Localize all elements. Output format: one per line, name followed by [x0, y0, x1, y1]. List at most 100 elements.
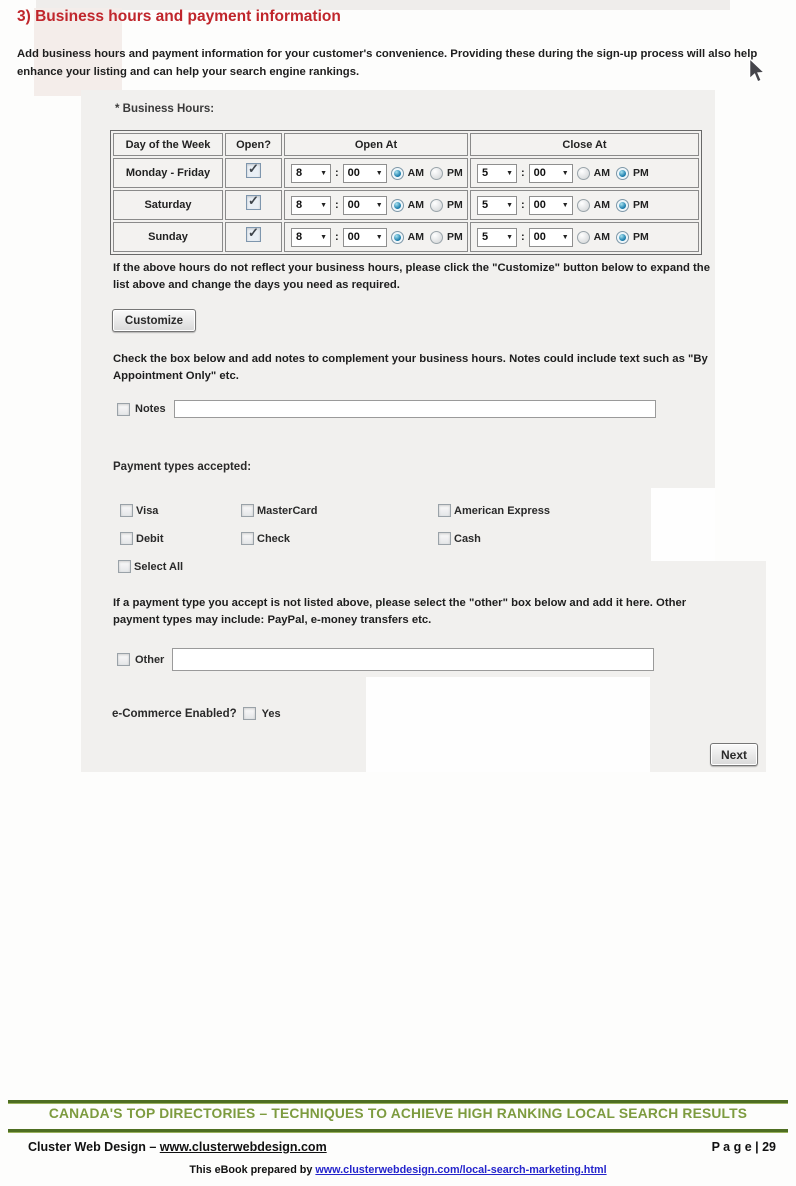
am-radio-label: AM [407, 231, 425, 243]
customize-paragraph: If the above hours do not reflect your b… [113, 262, 710, 291]
customize-button[interactable]: Customize [112, 309, 196, 332]
notes-checkbox[interactable] [117, 402, 130, 416]
payment-option-debit: Debit [120, 532, 164, 545]
chevron-down-icon: ▼ [320, 169, 327, 177]
close-am-radio[interactable] [576, 198, 590, 212]
chevron-down-icon: ▼ [506, 169, 513, 177]
pm-radio-label: PM [447, 167, 463, 179]
cash-checkbox[interactable] [438, 532, 451, 545]
other-input[interactable] [172, 648, 655, 671]
open-hour-value: 8 [296, 167, 303, 179]
footer-rule-top [8, 1100, 788, 1103]
open-minute-value: 00 [347, 199, 360, 211]
chevron-down-icon: ▼ [506, 233, 513, 241]
time-separator: : [335, 167, 339, 179]
hours-header-row: Day of the Week Open? Open At Close At [113, 133, 699, 156]
close-hour-value: 5 [482, 167, 489, 179]
next-button[interactable]: Next [710, 743, 758, 766]
american-express-checkbox[interactable] [438, 504, 451, 517]
open-am-radio[interactable] [390, 230, 404, 244]
chevron-down-icon: ▼ [561, 169, 569, 177]
chevron-down-icon: ▼ [320, 233, 327, 241]
section-heading: 3) Business hours and payment informatio… [17, 8, 341, 25]
time-separator: : [521, 199, 525, 211]
business-hours-label: * Business Hours: [115, 103, 215, 115]
open-hour-select[interactable]: 8 ▼ [291, 227, 331, 247]
prepared-link[interactable]: www.clusterwebdesign.com/local-search-ma… [315, 1164, 607, 1176]
chevron-down-icon: ▼ [375, 201, 383, 209]
open-minute-select[interactable]: 00 ▼ [342, 163, 387, 183]
open-am-radio[interactable] [390, 166, 404, 180]
pm-radio-label: PM [447, 199, 463, 211]
other-checkbox-label: Other [135, 653, 165, 666]
payment-option-check: Check [241, 532, 290, 545]
am-radio-label: AM [593, 231, 611, 243]
am-radio-label: AM [593, 167, 611, 179]
notes-input[interactable] [173, 400, 656, 418]
check-checkbox[interactable] [241, 532, 254, 545]
payment-option-select-all: Select All [118, 560, 183, 573]
close-minute-value: 00 [533, 199, 546, 211]
close-am-radio[interactable] [576, 166, 590, 180]
close-hour-value: 5 [482, 199, 489, 211]
open-pm-radio[interactable] [430, 198, 444, 212]
pm-radio-label: PM [447, 231, 463, 243]
payment-types-label: Payment types accepted: [113, 461, 252, 473]
select-all-checkbox[interactable] [118, 560, 131, 573]
close-minute-value: 00 [533, 231, 546, 243]
hours-row-saturday: Saturday 8▼ : 00▼ AM PM 5▼ : 00▼ AM PM [113, 190, 699, 220]
open-minute-select[interactable]: 00 ▼ [342, 195, 387, 215]
am-radio-label: AM [407, 199, 425, 211]
time-separator: : [521, 167, 525, 179]
open-checkbox[interactable] [246, 193, 261, 210]
other-checkbox[interactable] [117, 653, 130, 666]
select-all-label: Select All [134, 560, 184, 573]
debit-checkbox[interactable] [120, 532, 133, 545]
other-row: Other [117, 648, 655, 671]
close-hour-select[interactable]: 5 ▼ [477, 163, 517, 183]
close-hour-value: 5 [482, 231, 489, 243]
ecommerce-row: e-Commerce Enabled? Yes [112, 707, 281, 720]
mouse-cursor-icon [749, 58, 765, 83]
pm-radio-label: PM [633, 231, 649, 243]
scan-white-patch [366, 677, 650, 772]
open-checkbox[interactable] [246, 225, 261, 242]
close-minute-select[interactable]: 00 ▼ [528, 227, 573, 247]
chevron-down-icon: ▼ [320, 201, 327, 209]
american-express-label: American Express [454, 504, 550, 517]
mastercard-checkbox[interactable] [241, 504, 254, 517]
open-pm-radio[interactable] [430, 230, 444, 244]
close-minute-value: 00 [533, 167, 546, 179]
open-minute-select[interactable]: 00 ▼ [342, 227, 387, 247]
open-pm-radio[interactable] [430, 166, 444, 180]
close-hour-select[interactable]: 5 ▼ [477, 227, 517, 247]
other-paragraph: If a payment type you accept is not list… [113, 597, 687, 626]
ecommerce-label: e-Commerce Enabled? [112, 707, 237, 720]
open-checkbox[interactable] [246, 161, 261, 178]
close-pm-radio[interactable] [616, 198, 630, 212]
col-header-close-at: Close At [470, 133, 699, 156]
cash-label: Cash [454, 532, 481, 545]
company-link[interactable]: www.clusterwebdesign.com [159, 1140, 327, 1154]
scan-artifact-strip [36, 0, 730, 10]
footer-rule-bottom [8, 1129, 788, 1132]
open-hour-select[interactable]: 8 ▼ [291, 163, 331, 183]
open-am-radio[interactable] [390, 198, 404, 212]
close-minute-select[interactable]: 00 ▼ [528, 195, 573, 215]
payment-option-american-express: American Express [438, 504, 550, 517]
footer-prepared-prefix: This eBook prepared by [189, 1164, 316, 1176]
col-header-open-at: Open At [284, 133, 468, 156]
open-hour-select[interactable]: 8 ▼ [291, 195, 331, 215]
close-minute-select[interactable]: 00 ▼ [528, 163, 573, 183]
payment-option-mastercard: MasterCard [241, 504, 318, 517]
ecommerce-yes-checkbox[interactable] [242, 707, 256, 720]
visa-checkbox[interactable] [120, 504, 133, 517]
am-radio-label: AM [407, 167, 425, 179]
close-pm-radio[interactable] [616, 166, 630, 180]
am-radio-label: AM [593, 199, 611, 211]
close-am-radio[interactable] [576, 230, 590, 244]
close-hour-select[interactable]: 5 ▼ [477, 195, 517, 215]
visa-label: Visa [136, 504, 159, 517]
close-pm-radio[interactable] [616, 230, 630, 244]
footer-company: Cluster Web Design – www.clusterwebdesig… [28, 1140, 327, 1154]
